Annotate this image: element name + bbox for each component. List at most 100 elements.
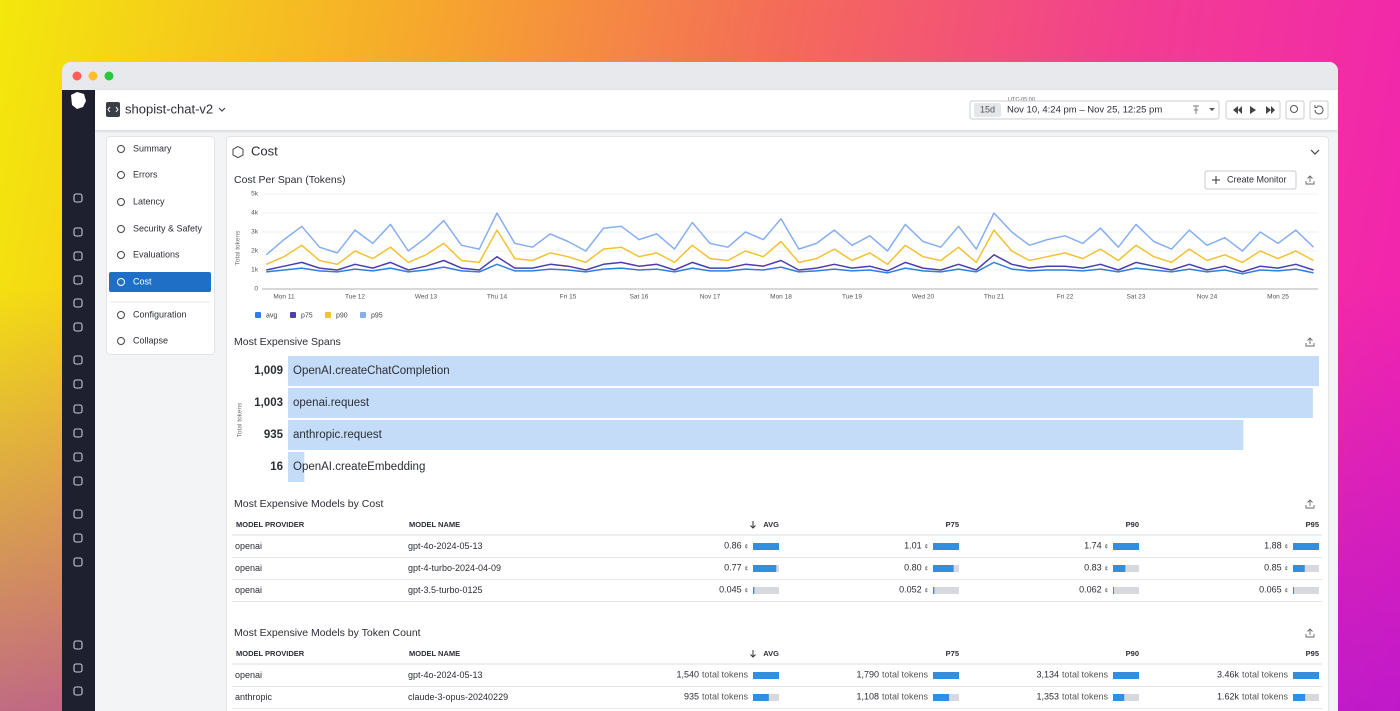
sidebar-icon[interactable] — [73, 251, 83, 261]
nav-item[interactable]: Configuration — [133, 309, 187, 319]
column-header[interactable]: P90 — [1126, 520, 1139, 529]
sidebar-icon[interactable] — [73, 686, 83, 696]
x-tick-label: Mon 11 — [273, 294, 295, 301]
legend-label[interactable]: avg — [266, 312, 277, 319]
cell-number: 1,108 — [856, 692, 879, 702]
sidebar-icon[interactable] — [73, 557, 83, 567]
y-axis-label: Total tokens — [235, 230, 242, 265]
export-icon[interactable] — [1305, 337, 1315, 347]
cell-unit: ¢ — [1105, 544, 1108, 550]
zoom-out-button[interactable] — [1285, 100, 1305, 120]
nav-item[interactable]: Collapse — [133, 335, 168, 345]
nav-icon — [117, 251, 125, 259]
sidebar-icon[interactable] — [73, 193, 83, 203]
refresh-glyph — [1314, 105, 1324, 115]
column-header[interactable]: MODEL PROVIDER — [236, 520, 305, 529]
cell-number: 0.065 — [1259, 585, 1282, 595]
cell-value: 1,540 total tokens — [676, 670, 748, 680]
legend-label[interactable]: p95 — [371, 312, 383, 319]
x-tick-label: Fri 15 — [560, 294, 577, 301]
nav-item[interactable]: Summary — [133, 143, 172, 153]
zoom-button[interactable] — [104, 71, 114, 81]
cell-text: claude-3-opus-20240229 — [408, 692, 508, 702]
nav-active — [109, 272, 211, 292]
chart-title: Cost Per Span (Tokens) — [234, 174, 345, 186]
column-header[interactable]: MODEL NAME — [409, 649, 460, 658]
time-caret[interactable] — [1209, 108, 1215, 111]
bar — [288, 356, 1319, 386]
export-icon[interactable] — [1305, 175, 1315, 185]
nav-item[interactable]: Latency — [133, 196, 165, 206]
column-header[interactable]: MODEL NAME — [409, 520, 460, 529]
cell-number: 1,540 — [676, 670, 699, 680]
service-name[interactable]: shopist-chat-v2 — [125, 101, 213, 116]
sidebar-icon[interactable] — [73, 379, 83, 389]
refresh-button[interactable] — [1309, 100, 1329, 120]
column-header[interactable]: P90 — [1126, 649, 1139, 658]
time-picker[interactable] — [969, 100, 1220, 120]
cell-number: 1.62k — [1217, 692, 1240, 702]
cell-unit: ¢ — [1285, 544, 1288, 550]
cell-value: 0.80 ¢ — [904, 563, 928, 573]
sidebar-icon[interactable] — [73, 640, 83, 650]
cell-unit: total tokens — [1242, 692, 1289, 702]
sidebar-icon[interactable] — [73, 404, 83, 414]
column-header[interactable]: P95 — [1306, 520, 1319, 529]
legend-swatch — [255, 312, 261, 318]
rewind-button[interactable] — [1233, 106, 1242, 114]
bar-label: OpenAI.createEmbedding — [293, 461, 425, 473]
cell-value: 0.065 ¢ — [1259, 585, 1288, 595]
nav-item[interactable]: Errors — [133, 169, 158, 179]
bar-chart-title: Most Expensive Spans — [234, 336, 341, 348]
nav-icon — [117, 225, 125, 233]
service-icon-glyph — [107, 106, 119, 113]
sidebar-icon[interactable] — [73, 298, 83, 308]
logo[interactable] — [71, 92, 86, 109]
column-header[interactable]: AVG — [763, 520, 779, 529]
time-preset: 15d — [980, 104, 995, 114]
cell-number: 935 — [684, 692, 699, 702]
play-button[interactable] — [1250, 106, 1256, 114]
nav-item[interactable]: Cost — [133, 276, 152, 286]
collapse-chevron[interactable] — [1310, 149, 1320, 155]
sidebar-icon[interactable] — [73, 509, 83, 519]
create-monitor-button[interactable] — [1204, 170, 1297, 190]
export-icon[interactable] — [1305, 499, 1315, 509]
sidebar-icon[interactable] — [73, 428, 83, 438]
cell-unit: ¢ — [925, 544, 928, 550]
service-caret[interactable] — [218, 107, 226, 112]
sidebar-icon[interactable] — [73, 322, 83, 332]
sidebar-icon[interactable] — [73, 663, 83, 673]
sidebar-icon[interactable] — [73, 476, 83, 486]
sidebar-icon[interactable] — [73, 275, 83, 285]
nav-item[interactable]: Security & Safety — [133, 223, 203, 233]
nav-item[interactable]: Evaluations — [133, 249, 180, 259]
sidebar-icon[interactable] — [73, 355, 83, 365]
cell-bar — [933, 543, 959, 550]
legend-label[interactable]: p75 — [301, 312, 313, 319]
export-icon[interactable] — [1305, 628, 1315, 638]
forward-button[interactable] — [1266, 106, 1275, 114]
pin-icon[interactable] — [1193, 105, 1199, 114]
cell-unit: total tokens — [882, 692, 929, 702]
nav-icon — [117, 311, 125, 319]
cell-text: openai — [235, 670, 262, 680]
title-bar — [62, 62, 1338, 90]
cell-bar — [1113, 587, 1114, 594]
cell-value: 3,134 total tokens — [1036, 670, 1108, 680]
cell-bar — [933, 672, 959, 679]
minimize-button[interactable] — [88, 71, 98, 81]
close-button[interactable] — [72, 71, 82, 81]
column-header[interactable]: MODEL PROVIDER — [236, 649, 305, 658]
legend-label[interactable]: p90 — [336, 312, 348, 319]
column-header[interactable]: P95 — [1306, 649, 1319, 658]
sidebar-icon[interactable] — [73, 533, 83, 543]
bar — [288, 388, 1313, 418]
cell-number: 3,134 — [1036, 670, 1059, 680]
sidebar-icon[interactable] — [73, 452, 83, 462]
plus-icon — [1212, 176, 1220, 184]
sidebar-icon[interactable] — [73, 227, 83, 237]
column-header[interactable]: AVG — [763, 649, 779, 658]
column-header[interactable]: P75 — [946, 520, 959, 529]
column-header[interactable]: P75 — [946, 649, 959, 658]
